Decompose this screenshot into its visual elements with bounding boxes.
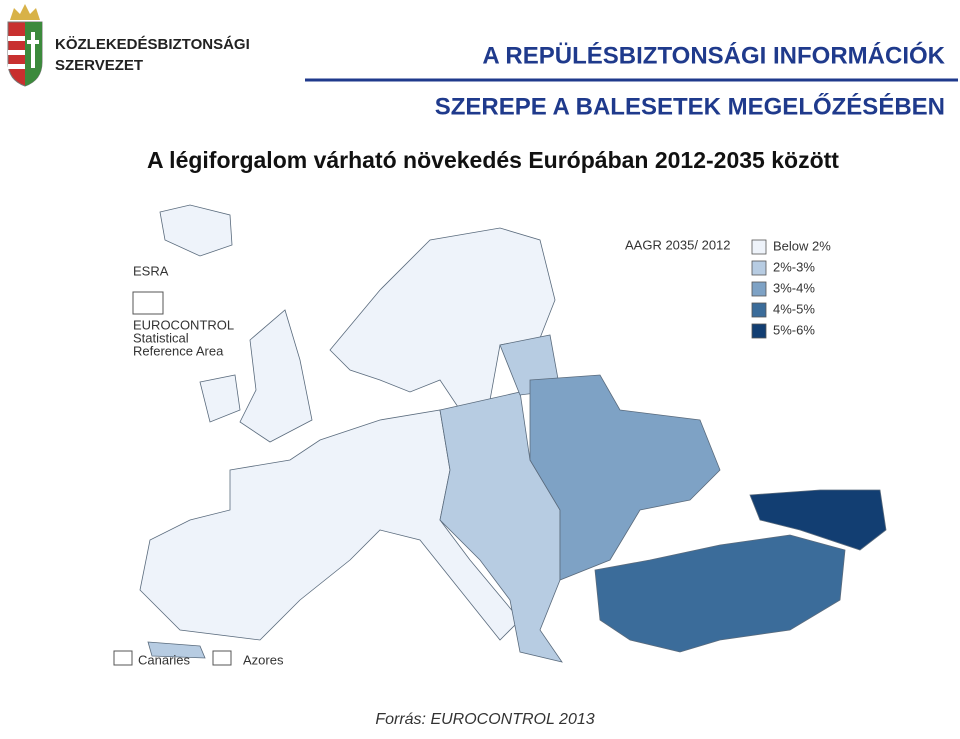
legend-swatch — [751, 323, 767, 339]
iceland — [159, 204, 233, 257]
western-europe — [139, 409, 521, 641]
map-label: EUROCONTROL — [133, 317, 234, 332]
org-name: KÖZLEKEDÉSBIZTONSÁGI — [55, 36, 250, 53]
turkey — [594, 534, 846, 653]
great-britain — [239, 309, 313, 443]
inset-box — [212, 650, 232, 666]
legend-label: 4%-5% — [773, 301, 815, 316]
org-name: SZERVEZET — [55, 57, 143, 74]
ireland — [199, 374, 241, 423]
title: SZEREPE A BALESETEK MEGELŐZÉSÉBEN — [435, 92, 945, 120]
legend-label: 5%-6% — [773, 322, 815, 337]
legend-label: 2%-3% — [773, 259, 815, 274]
legend-swatch — [751, 281, 767, 297]
legend-title: AAGR 2035/ 2012 — [625, 237, 731, 252]
legend-swatch — [751, 239, 767, 255]
subtitle: A légiforgalom várható növekedés Európáb… — [147, 147, 839, 173]
caucasus — [749, 489, 887, 551]
legend-label: Below 2% — [773, 238, 831, 253]
title: A REPÜLÉSBIZTONSÁGI INFORMÁCIÓK — [482, 41, 945, 69]
logo — [7, 4, 43, 87]
legend: Below 2% 2%-3% 3%-4% 4%-5% 5%-6% — [751, 238, 831, 339]
map-label: Canaries — [138, 652, 191, 667]
legend-swatch — [751, 260, 767, 276]
canary-islands — [147, 641, 206, 659]
reference-swatch — [132, 291, 164, 315]
map-label: Reference Area — [133, 343, 224, 358]
source: Forrás: EUROCONTROL 2013 — [375, 711, 594, 728]
legend-swatch — [751, 302, 767, 318]
map-label: Azores — [243, 652, 284, 667]
legend-label: 3%-4% — [773, 280, 815, 295]
map-label: Statistical — [133, 330, 189, 345]
map: ESRA EUROCONTROL Statistical Reference A… — [100, 185, 915, 700]
inset-box — [113, 650, 133, 666]
map-label: ESRA — [133, 263, 169, 278]
eastern-europe — [529, 374, 721, 581]
